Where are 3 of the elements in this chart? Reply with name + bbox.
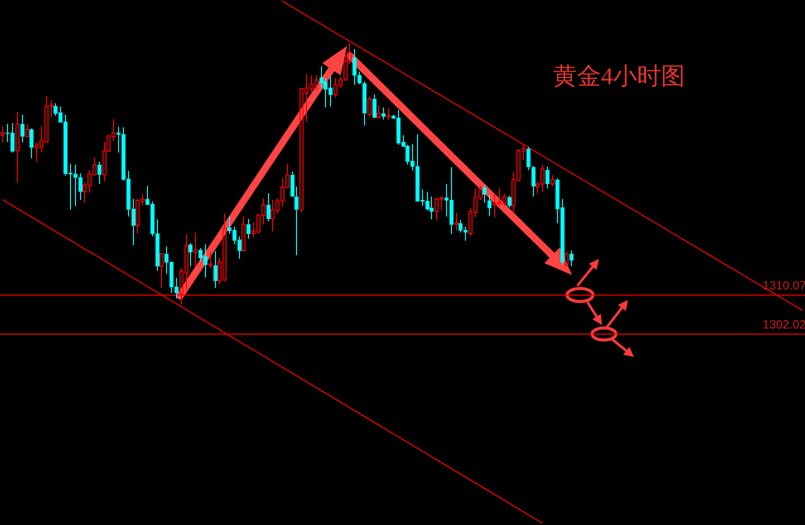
y-tick-label: 1310.07: [762, 278, 805, 292]
y-tick-label: 1302.02: [762, 317, 805, 332]
text: 黄金4小时图: [553, 63, 685, 92]
